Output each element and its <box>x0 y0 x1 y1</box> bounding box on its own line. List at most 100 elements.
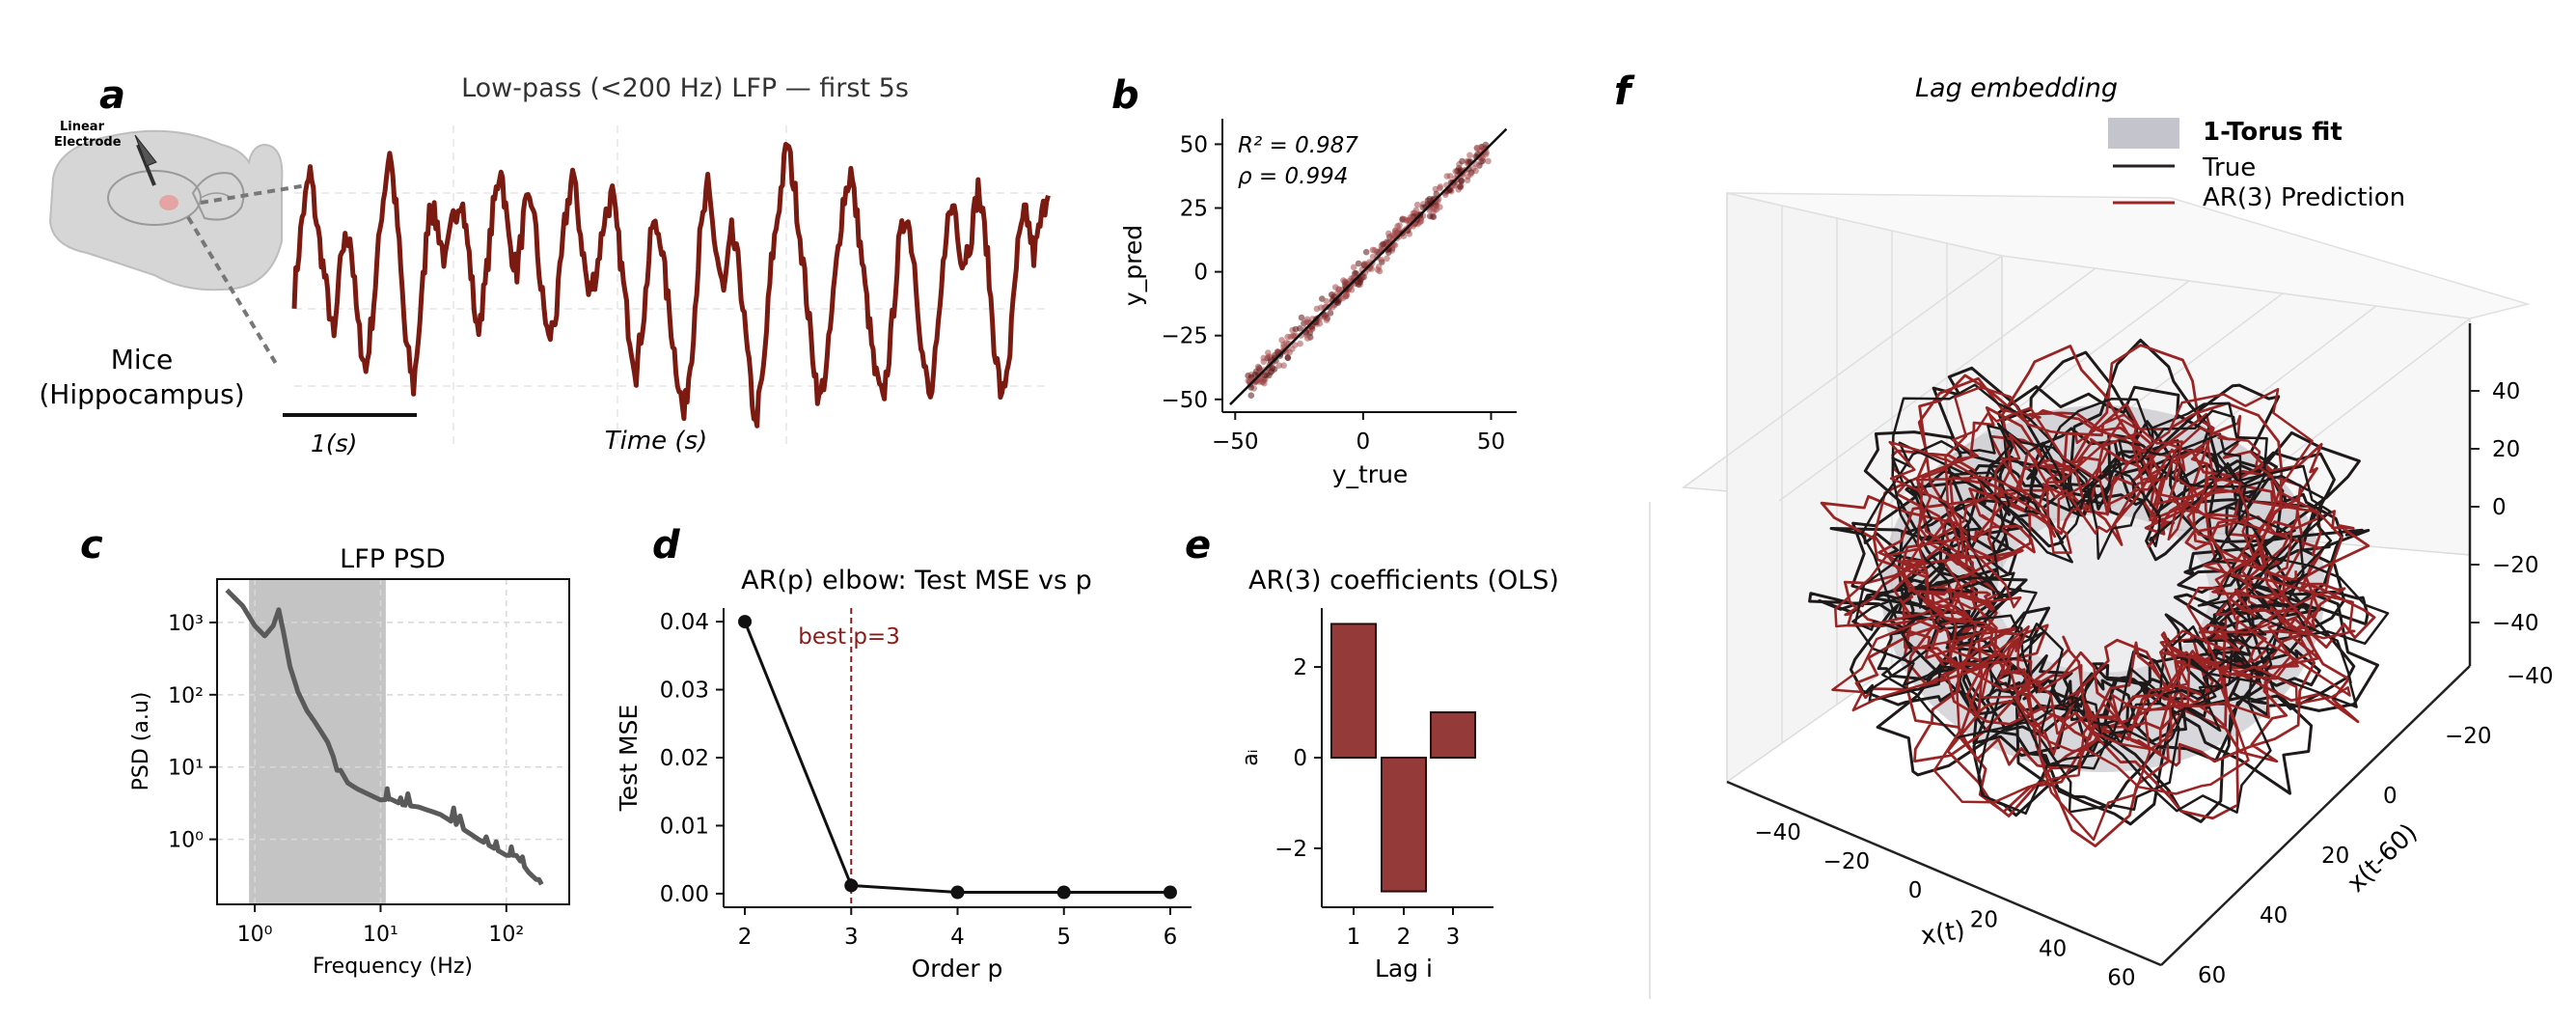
coef-x-tick-label: 1 <box>1347 925 1361 950</box>
scatter-point <box>1247 392 1255 400</box>
lag-z-tick-label: −40 <box>2492 611 2539 636</box>
elbow-point <box>738 615 753 629</box>
psd-x-tick-label: 10¹ <box>363 923 398 947</box>
scatter-y-tick-label: −25 <box>1161 324 1208 349</box>
scatter-point <box>1280 362 1287 370</box>
coef-bars <box>1330 623 1476 893</box>
lag-trajectory <box>1808 338 2379 826</box>
scatter-point <box>1329 303 1336 311</box>
r2-annotation: R² = 0.987 <box>1238 133 1358 158</box>
elbow-y-tick-label: 0.03 <box>660 679 709 704</box>
legend-ar-label: AR(3) Prediction <box>2203 183 2405 212</box>
scatter-point <box>1284 354 1292 361</box>
scatter-point <box>1348 287 1356 293</box>
zoom-line-bottom <box>186 215 280 369</box>
scatter-point <box>1413 201 1421 208</box>
lag-y-tick-label: 60 <box>2198 963 2226 988</box>
scatter-y-tick-label: 0 <box>1193 261 1208 286</box>
lag-x-tick-label: 20 <box>1970 907 1998 932</box>
scatter-point <box>1459 157 1466 165</box>
lfp-x-axis-label: Time (s) <box>605 427 708 456</box>
coef-y-ticks: 2 0 −2 <box>1274 655 1322 862</box>
psd-y-ticks: 10³ 10² 10¹ 10⁰ <box>168 612 217 853</box>
coef-title: AR(3) coefficients (OLS) <box>1248 566 1559 596</box>
lag-x-tick-label: 0 <box>1908 878 1923 903</box>
lfp-trace <box>291 142 1051 429</box>
scatter-point <box>1396 222 1403 229</box>
psd-y-tick-label: 10² <box>168 684 204 708</box>
lfp-title: Low-pass (<200 Hz) LFP — first 5s <box>461 73 909 103</box>
scatter-x-tick-label: 50 <box>1477 429 1505 455</box>
lag-y-axis <box>2160 665 2471 966</box>
lag-y-tick-label: 20 <box>2321 844 2349 869</box>
scatter-point <box>1297 340 1303 347</box>
elbow-curve <box>743 621 1170 894</box>
scatter-point <box>1446 173 1454 180</box>
scatter-y-axis-label: y_pred <box>1119 225 1147 306</box>
lag-trajectory <box>1831 385 2356 842</box>
scatter-point <box>1275 362 1283 370</box>
coef-bar <box>1430 711 1476 759</box>
lag-z-tick-label: 40 <box>2492 379 2520 404</box>
lag-x-tick-label: 60 <box>2107 965 2135 990</box>
panel-label-e: e <box>1185 523 1211 568</box>
elbow-x-tick-label: 2 <box>738 925 753 950</box>
scatter-point <box>1265 353 1273 360</box>
coef-bar <box>1381 757 1427 893</box>
mouse-brain-illustration <box>48 129 284 291</box>
elbow-x-axis-label: Order p <box>912 955 1003 983</box>
lag-legend: 1-Torus fit True AR(3) Prediction <box>2108 118 2405 212</box>
lfp-gridlines <box>294 125 1050 449</box>
elbow-y-axis-label: Test MSE <box>615 705 643 812</box>
elbow-y-tick-label: 0.01 <box>660 814 709 839</box>
psd-curve <box>225 588 544 886</box>
elbow-plot: best p=3 2 3 4 5 6 0.04 0.03 0.02 0.01 0.00 AR(p… <box>615 566 1192 983</box>
scatter-x-ticks: −50 0 50 <box>1212 412 1505 455</box>
panel-label-f: f <box>1614 69 1635 114</box>
elbow-y-tick-label: 0.04 <box>660 610 709 635</box>
scale-bar-label: 1(s) <box>311 429 357 457</box>
elbow-y-ticks: 0.04 0.03 0.02 0.01 0.00 <box>660 610 724 907</box>
coef-bar <box>1330 623 1377 759</box>
scatter-point <box>1260 354 1267 362</box>
scatter-point <box>1362 248 1370 256</box>
lag-z-tick-label: −20 <box>2492 553 2539 578</box>
identity-fit-line <box>1229 127 1508 405</box>
lag-title: Lag embedding <box>1915 73 2118 103</box>
lag-y-tick-label: −40 <box>2507 664 2554 689</box>
scatter-point <box>1292 325 1300 333</box>
legend-torus-swatch <box>2108 118 2179 149</box>
lag-y-axis-label: x(t-60) <box>2342 818 2423 899</box>
coef-x-tick-label: 2 <box>1397 925 1411 950</box>
scatter-x-axis-label: y_true <box>1332 460 1409 488</box>
scatter-point <box>1385 230 1392 237</box>
elbow-point <box>950 885 965 900</box>
lag-trajectory <box>1851 383 2390 816</box>
elbow-point <box>1163 885 1177 900</box>
scatter-point <box>1292 342 1299 348</box>
psd-shaded-band <box>249 579 386 904</box>
psd-y-axis-label: PSD (a.u) <box>129 692 153 791</box>
lag-x-axis <box>1726 780 2162 967</box>
scatter-y-tick-label: 25 <box>1180 197 1208 222</box>
elbow-x-tick-label: 5 <box>1056 925 1071 950</box>
scatter-y-ticks: 50 25 0 −25 −50 <box>1161 132 1222 413</box>
scatter-point <box>1430 213 1438 220</box>
zoom-line-top <box>200 183 308 205</box>
lag-y-ticks: 60 40 20 0 −20 −40 <box>2198 664 2554 988</box>
scatter-point <box>1331 284 1339 291</box>
top-pane <box>1726 192 2531 319</box>
scatter-x-tick-label: −50 <box>1212 429 1259 455</box>
psd-y-tick-label: 10⁰ <box>168 829 204 853</box>
region-label: (Hippocampus) <box>39 378 244 410</box>
elbow-points <box>738 615 1177 900</box>
lag-x-tick-label: −40 <box>1754 820 1801 845</box>
scatter-point <box>1361 261 1368 267</box>
panel-label-d: d <box>652 523 680 568</box>
psd-plot: 10⁰ 10¹ 10² 10³ 10² 10¹ 10⁰ LFP PSD Frequency… <box>129 544 570 979</box>
scatter-point <box>1304 335 1311 342</box>
scatter-point <box>1384 255 1390 263</box>
scatter-x-tick-label: 0 <box>1357 429 1371 455</box>
